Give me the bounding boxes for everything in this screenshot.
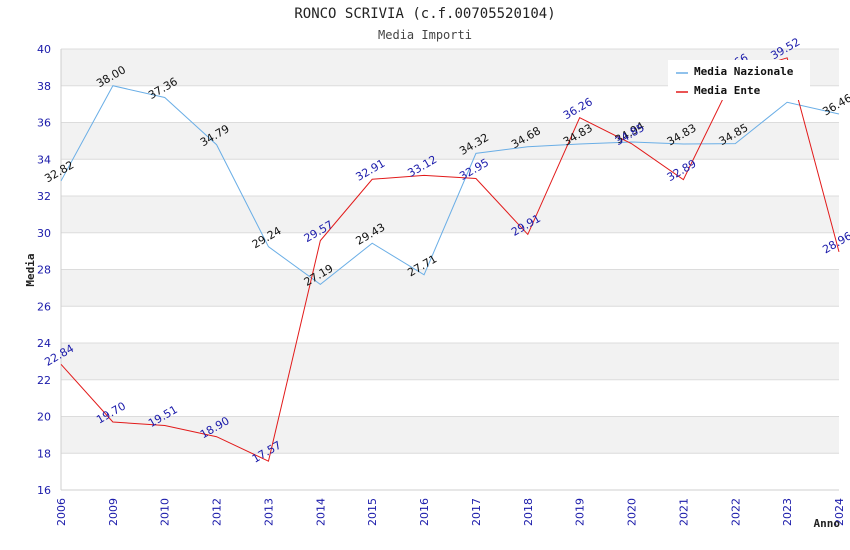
x-tick-label: 2015 (366, 498, 379, 526)
series-lines (60, 57, 840, 462)
y-tick-label: 34 (37, 153, 51, 166)
x-tick-label: 2013 (262, 498, 275, 526)
axes (60, 49, 839, 491)
data-label: 28.96 (820, 229, 850, 256)
y-tick-label: 28 (37, 264, 51, 277)
x-tick-label: 2024 (833, 498, 846, 526)
x-tick-label: 2020 (626, 498, 639, 526)
y-tick-label: 18 (37, 447, 51, 460)
y-tick-label: 24 (37, 337, 51, 350)
data-label: 36.46 (820, 92, 850, 119)
legend: Media Nazionale Media Ente (668, 60, 810, 100)
data-label: 36.26 (561, 95, 595, 122)
y-axis-label: Media (24, 253, 37, 286)
grid-band (61, 269, 839, 307)
y-tick-label: 36 (37, 117, 51, 130)
data-label: 32.95 (457, 156, 491, 183)
y-tick-label: 26 (37, 300, 51, 313)
legend-label-nazionale: Media Nazionale (694, 65, 794, 78)
y-tick-label: 38 (37, 80, 51, 93)
y-tick-label: 30 (37, 227, 51, 240)
x-tick-label: 2010 (159, 498, 172, 526)
grid-band (61, 343, 839, 380)
series-line-nazionale (60, 85, 840, 286)
x-tick-label: 2018 (522, 498, 535, 526)
x-tick-label: 2012 (211, 498, 224, 526)
y-tick-label: 32 (37, 190, 51, 203)
y-tick-label: 16 (37, 484, 51, 497)
x-tick-label: 2023 (781, 498, 794, 526)
x-tick-label: 2017 (470, 498, 483, 526)
data-label: 32.91 (354, 157, 388, 184)
x-tick-label: 2021 (677, 498, 690, 526)
x-tick-label: 2006 (55, 498, 68, 526)
x-tick-label: 2014 (314, 498, 327, 526)
grid-band (61, 416, 839, 454)
legend-label-ente: Media Ente (694, 84, 761, 97)
x-tick-label: 2016 (418, 498, 431, 526)
x-tick-labels: 2006 2009 2010 2012 2013 2014 2015 2016 2017 2018… (55, 498, 846, 526)
legend-box (668, 60, 810, 100)
grid-band (61, 122, 839, 160)
data-label: 32.89 (665, 157, 699, 184)
chart-title: RONCO SCRIVIA (c.f.00705520104) (294, 6, 555, 22)
chart-subtitle: Media Importi (378, 28, 472, 42)
y-tick-labels: 16 18 20 22 24 26 28 30 32 34 36 38 40 (37, 43, 51, 497)
x-axis-label: Anno (814, 517, 841, 530)
y-tick-label: 20 (37, 411, 51, 424)
x-tick-label: 2022 (729, 498, 742, 526)
series-line-ente (60, 57, 840, 462)
x-tick-label: 2009 (107, 498, 120, 526)
x-tick-label: 2019 (574, 498, 587, 526)
y-tick-label: 40 (37, 43, 51, 56)
y-tick-label: 22 (37, 374, 51, 387)
